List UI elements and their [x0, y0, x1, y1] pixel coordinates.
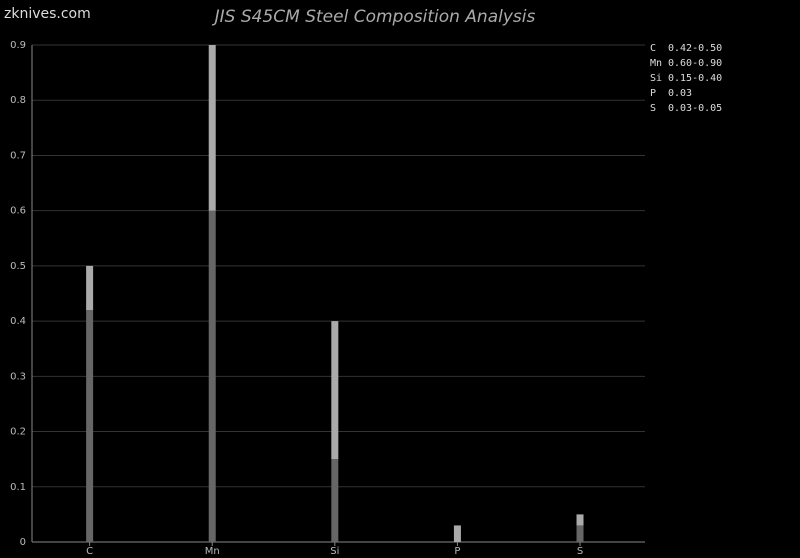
watermark: zknives.com: [4, 6, 91, 22]
bar-min: [576, 525, 584, 542]
legend-label: 0.03: [668, 88, 692, 99]
bar-min: [208, 210, 216, 542]
y-tick-label: 0: [20, 537, 26, 548]
x-tick-label: C: [86, 546, 93, 557]
y-tick-label: 0.4: [10, 316, 26, 327]
x-tick-label: Si: [330, 546, 339, 557]
legend-key: P: [650, 88, 656, 99]
legend-label: 0.03-0.05: [668, 103, 722, 114]
legend-key: Si: [650, 73, 662, 84]
legend-key: Mn: [650, 58, 662, 69]
bar-min: [331, 459, 339, 542]
x-tick-label: P: [454, 546, 460, 557]
legend-label: 0.42-0.50: [668, 43, 722, 54]
chart-title: JIS S45CM Steel Composition Analysis: [212, 7, 536, 27]
legend-label: 0.15-0.40: [668, 73, 722, 84]
x-tick-label: S: [577, 546, 583, 557]
y-tick-label: 0.9: [10, 40, 26, 51]
y-tick-label: 0.5: [10, 261, 26, 272]
bar-max: [86, 265, 94, 311]
legend-label: 0.60-0.90: [668, 58, 722, 69]
bar-max: [453, 525, 461, 542]
bar-max: [331, 321, 339, 460]
y-tick-label: 0.3: [10, 371, 26, 382]
bar-min: [86, 310, 94, 542]
y-tick-label: 0.7: [10, 150, 26, 161]
y-tick-label: 0.6: [10, 206, 26, 217]
y-tick-label: 0.8: [10, 95, 26, 106]
bar-max: [208, 45, 216, 211]
y-tick-label: 0.2: [10, 427, 26, 438]
legend-key: C: [650, 43, 656, 54]
x-tick-label: Mn: [205, 546, 220, 557]
bar-max: [576, 514, 584, 526]
legend-key: S: [650, 103, 656, 114]
y-tick-label: 0.1: [10, 482, 26, 493]
